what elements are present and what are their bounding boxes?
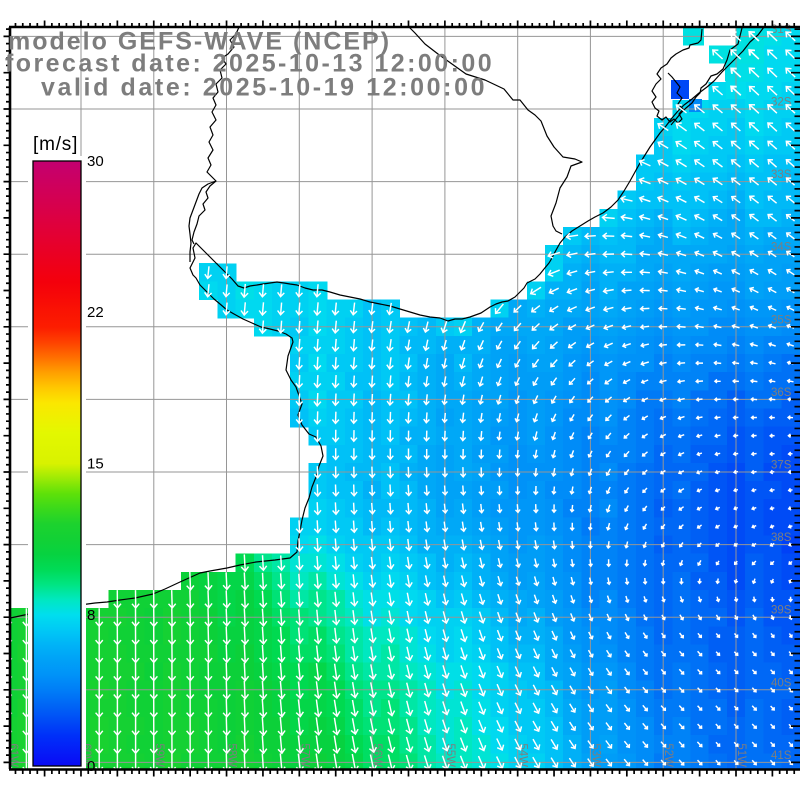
svg-text:41S: 41S bbox=[771, 750, 792, 762]
svg-text:39S: 39S bbox=[771, 605, 792, 617]
svg-text:0: 0 bbox=[87, 758, 95, 775]
svg-text:40S: 40S bbox=[771, 677, 792, 689]
svg-text:51W: 51W bbox=[735, 743, 747, 767]
svg-text:forecast date: 2025-10-13 12:0: forecast date: 2025-10-13 12:00:00 bbox=[5, 50, 494, 78]
svg-text:valid date: 2025-10-19 12:00:0: valid date: 2025-10-19 12:00:00 bbox=[41, 74, 487, 102]
svg-text:36S: 36S bbox=[771, 387, 792, 399]
svg-text:52W: 52W bbox=[662, 743, 674, 767]
svg-text:modelo GEFS-WAVE (NCEP): modelo GEFS-WAVE (NCEP) bbox=[8, 27, 391, 55]
svg-text:53W: 53W bbox=[589, 743, 601, 767]
svg-text:38S: 38S bbox=[771, 532, 792, 544]
svg-text:57W: 57W bbox=[298, 743, 310, 767]
svg-text:37S: 37S bbox=[771, 460, 792, 472]
svg-text:[m/s]: [m/s] bbox=[33, 134, 78, 155]
svg-text:56W: 56W bbox=[371, 743, 383, 767]
svg-text:8: 8 bbox=[87, 607, 95, 624]
svg-text:15: 15 bbox=[87, 456, 104, 473]
svg-text:30: 30 bbox=[87, 153, 104, 170]
svg-text:59W: 59W bbox=[153, 743, 165, 767]
svg-text:22: 22 bbox=[87, 304, 104, 321]
svg-text:58W: 58W bbox=[226, 743, 238, 767]
svg-text:34S: 34S bbox=[771, 242, 792, 254]
svg-text:35S: 35S bbox=[771, 314, 792, 326]
